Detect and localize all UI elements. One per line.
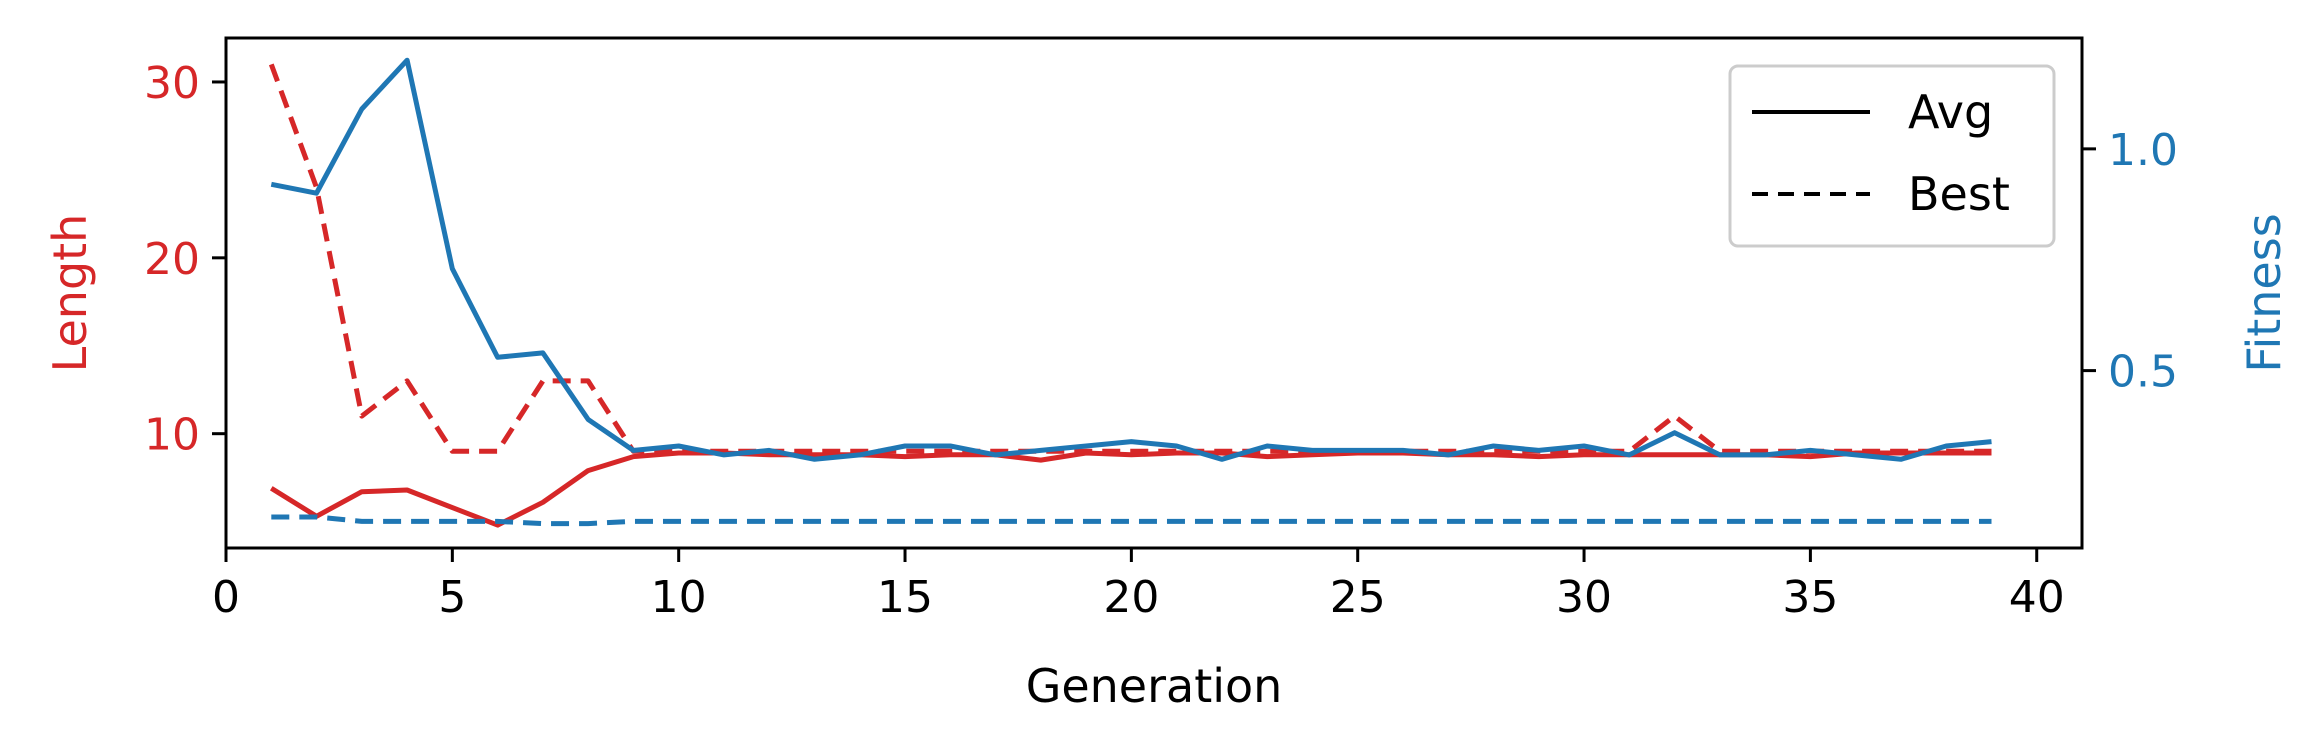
x-tick-label: 15 bbox=[877, 572, 933, 623]
left-y-tick-label: 30 bbox=[144, 58, 200, 109]
right-y-tick-label: 1.0 bbox=[2108, 125, 2178, 176]
legend-best-label: Best bbox=[1908, 167, 2010, 221]
x-tick-label: 40 bbox=[2009, 572, 2065, 623]
left-y-axis-title: Length bbox=[43, 214, 97, 373]
x-tick-label: 0 bbox=[212, 572, 240, 623]
plot-frame bbox=[224, 36, 2084, 550]
x-tick-label: 30 bbox=[1556, 572, 1612, 623]
x-tick-label: 25 bbox=[1330, 572, 1386, 623]
x-tick-label: 10 bbox=[651, 572, 707, 623]
legend-avg-label: Avg bbox=[1908, 85, 1993, 139]
series-left-avg-line bbox=[269, 450, 1992, 528]
series-right-best-line bbox=[271, 514, 1992, 527]
x-axis-title: Generation bbox=[1026, 659, 1283, 713]
legend: Avg Best bbox=[1728, 64, 2056, 248]
left-y-tick-label: 20 bbox=[144, 234, 200, 285]
left-y-tick-label: 10 bbox=[144, 410, 200, 461]
ticks-layer: 0 5 10 15 20 25 30 35 40 10 20 30 0.5 1.0 bbox=[144, 58, 2178, 623]
right-y-tick-label: 0.5 bbox=[2108, 347, 2178, 398]
x-tick-label: 20 bbox=[1103, 572, 1159, 623]
series-left-best-line bbox=[268, 63, 1992, 454]
series-right-avg-line bbox=[270, 57, 1992, 462]
right-y-axis-title: Fitness bbox=[2237, 213, 2291, 372]
series-layer bbox=[268, 57, 1992, 528]
x-tick-label: 5 bbox=[438, 572, 466, 623]
x-tick-label: 35 bbox=[1782, 572, 1838, 623]
